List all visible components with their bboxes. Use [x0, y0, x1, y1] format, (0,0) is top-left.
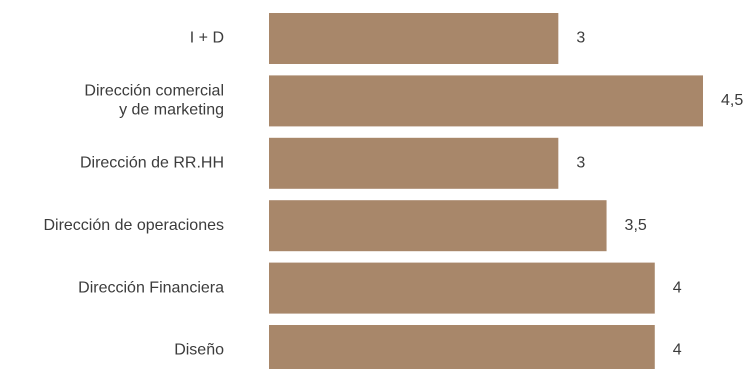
category-label: Dirección de RR.HH [80, 155, 224, 172]
category-label: Diseño [174, 342, 224, 359]
category-label: y de marketing [119, 102, 224, 119]
bar [269, 325, 655, 369]
bar [269, 200, 607, 252]
category-label: I + D [190, 30, 224, 47]
value-label: 4,5 [721, 92, 743, 109]
value-label: 3 [576, 30, 585, 47]
bars-group [269, 13, 703, 369]
bar [269, 75, 703, 127]
bar [269, 262, 655, 314]
value-label: 3 [576, 155, 585, 172]
category-labels-group: I + D Dirección comercial y de marketing Di… [43, 30, 224, 359]
value-label: 4 [673, 279, 682, 296]
category-label: Dirección Financiera [78, 279, 224, 296]
value-label: 4 [673, 342, 682, 359]
category-label: Dirección comercial [84, 83, 224, 100]
value-labels-group: 3 4,5 3 3,5 4 4 [576, 30, 743, 359]
bar [269, 137, 559, 189]
value-label: 3,5 [625, 217, 647, 234]
bar [269, 13, 559, 64]
category-label: Dirección de operaciones [43, 217, 224, 234]
